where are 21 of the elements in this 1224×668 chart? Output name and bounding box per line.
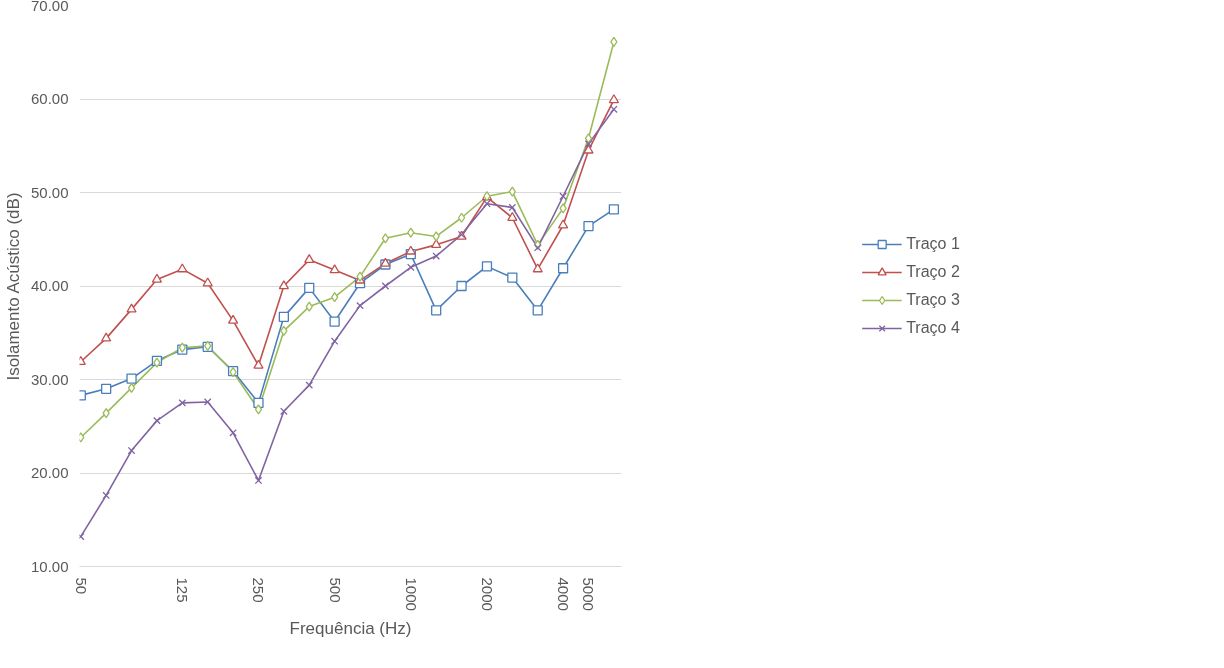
x-tick-label: 5000: [580, 577, 598, 611]
x-tick-label: 50: [72, 577, 90, 595]
x-tick-label: 4000: [555, 577, 573, 611]
y-tick-label: 70.00: [30, 0, 69, 14]
legend-label: Traço 2: [906, 262, 960, 281]
x-tick-label: 250: [250, 577, 268, 603]
x-tick-label: 1000: [402, 577, 420, 611]
x-tick-label: 2000: [478, 577, 496, 611]
x-axis-title: Frequência (Hz): [289, 618, 412, 638]
x-tick-label: 125: [174, 577, 192, 603]
y-tick-label: 30.00: [30, 370, 69, 388]
y-axis-title: Isolamento Acústico (dB): [3, 192, 23, 381]
legend-label: Traço 3: [906, 290, 960, 309]
y-tick-label: 20.00: [30, 464, 69, 481]
x-tick-label: 500: [326, 577, 344, 603]
legend-label: Traço 1: [906, 234, 960, 253]
y-tick-label: 50.00: [30, 183, 69, 201]
y-tick-label: 60.00: [30, 90, 69, 107]
legend-label: Traço 4: [906, 318, 960, 337]
y-tick-label: 40.00: [30, 277, 69, 294]
y-tick-label: 10.00: [30, 557, 69, 575]
